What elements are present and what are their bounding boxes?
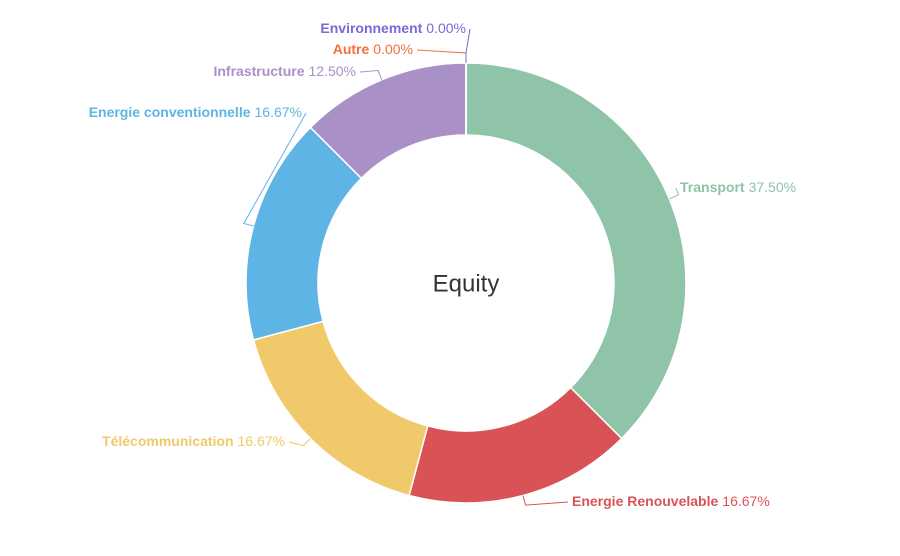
- slice-label-name: Energie Renouvelable: [572, 493, 718, 509]
- slice-label: Environnement 0.00%: [320, 20, 466, 36]
- slice-label-value: 16.67%: [255, 104, 302, 120]
- leader-line: [465, 28, 471, 63]
- leader-line: [243, 112, 307, 227]
- leader-line: [359, 69, 383, 80]
- donut-slice: [465, 62, 687, 440]
- slice-label: Transport 37.50%: [680, 179, 796, 195]
- slice-label: Energie conventionnelle 16.67%: [89, 104, 302, 120]
- slice-label: Autre 0.00%: [333, 41, 413, 57]
- leader-line: [669, 187, 680, 200]
- slice-label-name: Télécommunication: [102, 433, 233, 449]
- slice-label: Infrastructure 12.50%: [213, 63, 356, 79]
- leader-line: [416, 49, 467, 63]
- slice-label-name: Transport: [680, 179, 745, 195]
- slice-label-value: 0.00%: [373, 41, 413, 57]
- leader-line: [522, 495, 569, 506]
- slice-label-name: Energie conventionnelle: [89, 104, 251, 120]
- slice-label-value: 16.67%: [238, 433, 285, 449]
- chart-title: Equity: [433, 270, 500, 297]
- slice-label: Energie Renouvelable 16.67%: [572, 493, 770, 509]
- slice-label-name: Infrastructure: [213, 63, 304, 79]
- slice-label-name: Autre: [333, 41, 370, 57]
- slice-label: Télécommunication 16.67%: [102, 433, 285, 449]
- slice-label-name: Environnement: [320, 20, 422, 36]
- slice-label-value: 12.50%: [309, 63, 356, 79]
- slice-label-value: 16.67%: [722, 493, 769, 509]
- slice-label-value: 0.00%: [426, 20, 466, 36]
- leader-line: [288, 438, 311, 447]
- slice-label-value: 37.50%: [749, 179, 796, 195]
- donut-slice: [252, 320, 429, 497]
